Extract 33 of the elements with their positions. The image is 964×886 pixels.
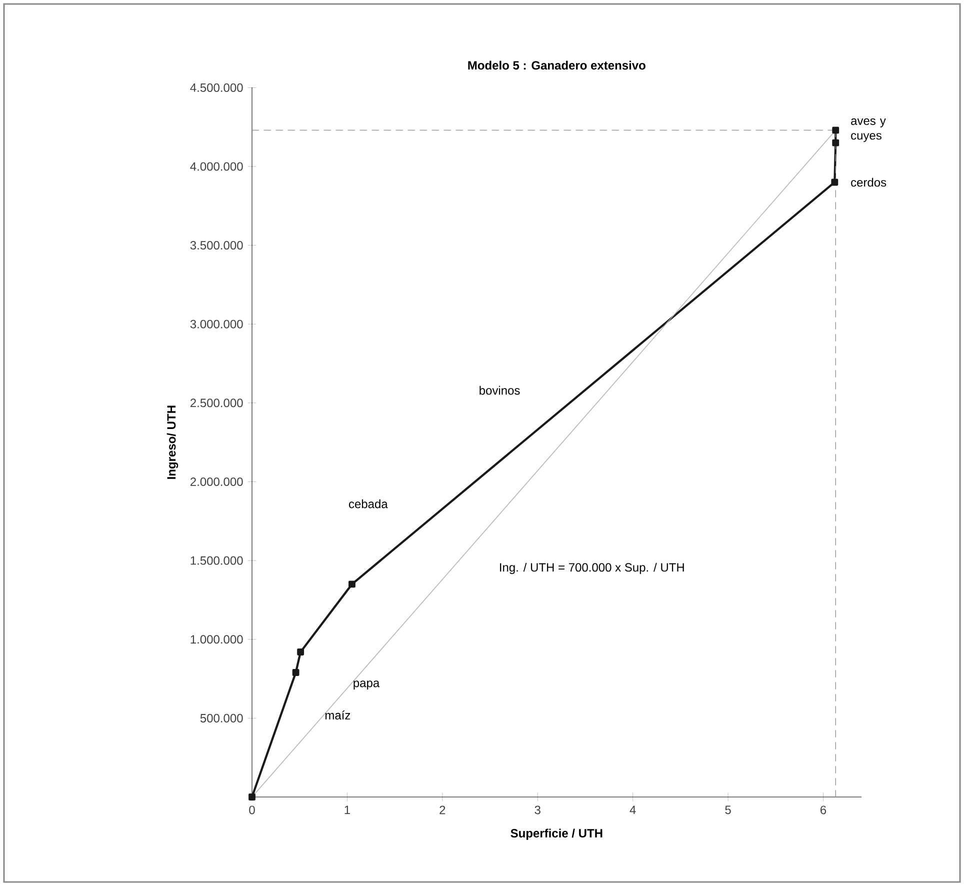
annotation: cebada — [348, 499, 388, 508]
y-tick-label: 4.500.000 — [190, 83, 243, 92]
annotation: maíz — [325, 710, 350, 720]
y-tick-label: 2.000.000 — [190, 477, 243, 486]
point — [292, 669, 300, 676]
y-tick-label: 1.000.000 — [190, 635, 243, 644]
y-tick-label: 3.500.000 — [190, 241, 243, 250]
point — [832, 139, 840, 146]
chart-title: Modelo 5 : Ganadero extensivo — [468, 60, 646, 70]
y-tick-label: 500.000 — [200, 714, 243, 722]
y-axis-title: Ingreso/ UTH — [166, 406, 178, 479]
y-tick-label: 1.500.000 — [190, 556, 243, 565]
x-axis-title: Superficie / UTH — [510, 828, 602, 840]
y-tick-label: 3.000.000 — [190, 320, 243, 328]
y-tick-label: 4.000.000 — [190, 162, 243, 171]
point — [248, 794, 256, 800]
x-tick-label: 4 — [630, 806, 636, 814]
x-tick-label: 6 — [820, 806, 826, 814]
x-tick-label: 2 — [440, 806, 446, 814]
point — [831, 178, 838, 186]
point — [832, 126, 840, 134]
annotation: bovinos — [480, 386, 520, 395]
x-tick-label: 0 — [249, 806, 255, 814]
x-tick-label: 1 — [344, 806, 350, 814]
x-tick-label: 5 — [725, 806, 731, 814]
point — [297, 648, 304, 656]
annotation: cerdos — [851, 178, 886, 187]
point — [348, 580, 356, 588]
y-tick-label: 2.500.000 — [190, 398, 243, 408]
annotation: aves y cuyes — [851, 118, 886, 142]
annotation: Ing. / UTH = 700.000 x Sup. / UTH — [500, 562, 684, 574]
annotation: papa — [354, 680, 380, 690]
x-tick-label: 3 — [534, 806, 540, 814]
